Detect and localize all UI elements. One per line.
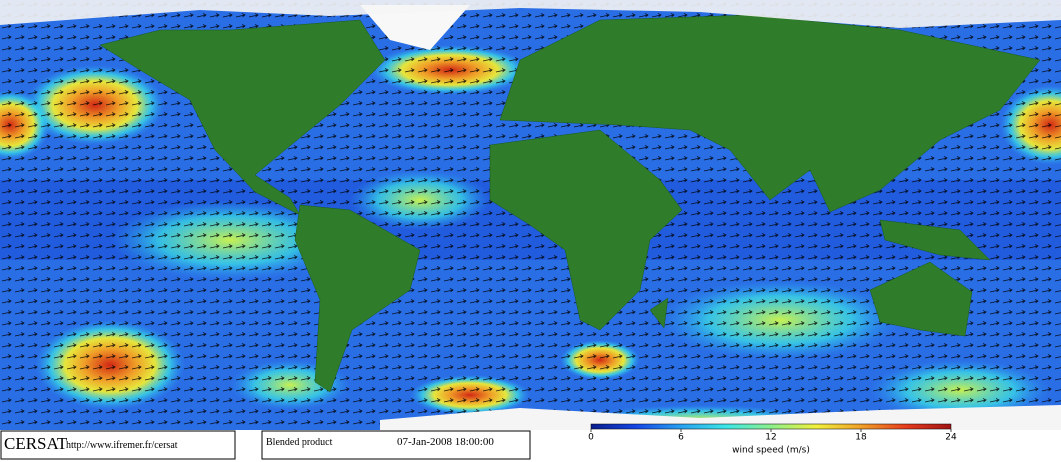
colorbar (590, 423, 952, 430)
greenland (360, 5, 470, 50)
url: http://www.ifremer.fr/cersat (66, 440, 178, 451)
colorbar-tick-label: 24 (945, 433, 957, 443)
colorbar-tick-label: 12 (765, 433, 776, 443)
land (99, 14, 1041, 393)
colorbar-tick-label: 0 (588, 433, 594, 443)
product: Blended product (266, 437, 333, 448)
logo-box (0, 430, 236, 460)
colorbar-label: wind speed (m/s) (732, 446, 810, 456)
date: 07-Jan-2008 18:00:00 (397, 436, 494, 448)
colorbar-tick-label: 6 (678, 433, 684, 443)
arctic (0, 0, 1061, 28)
product-box (261, 430, 531, 460)
colorbar-tick-label: 18 (855, 433, 867, 443)
logo: CERSAT (4, 434, 68, 453)
